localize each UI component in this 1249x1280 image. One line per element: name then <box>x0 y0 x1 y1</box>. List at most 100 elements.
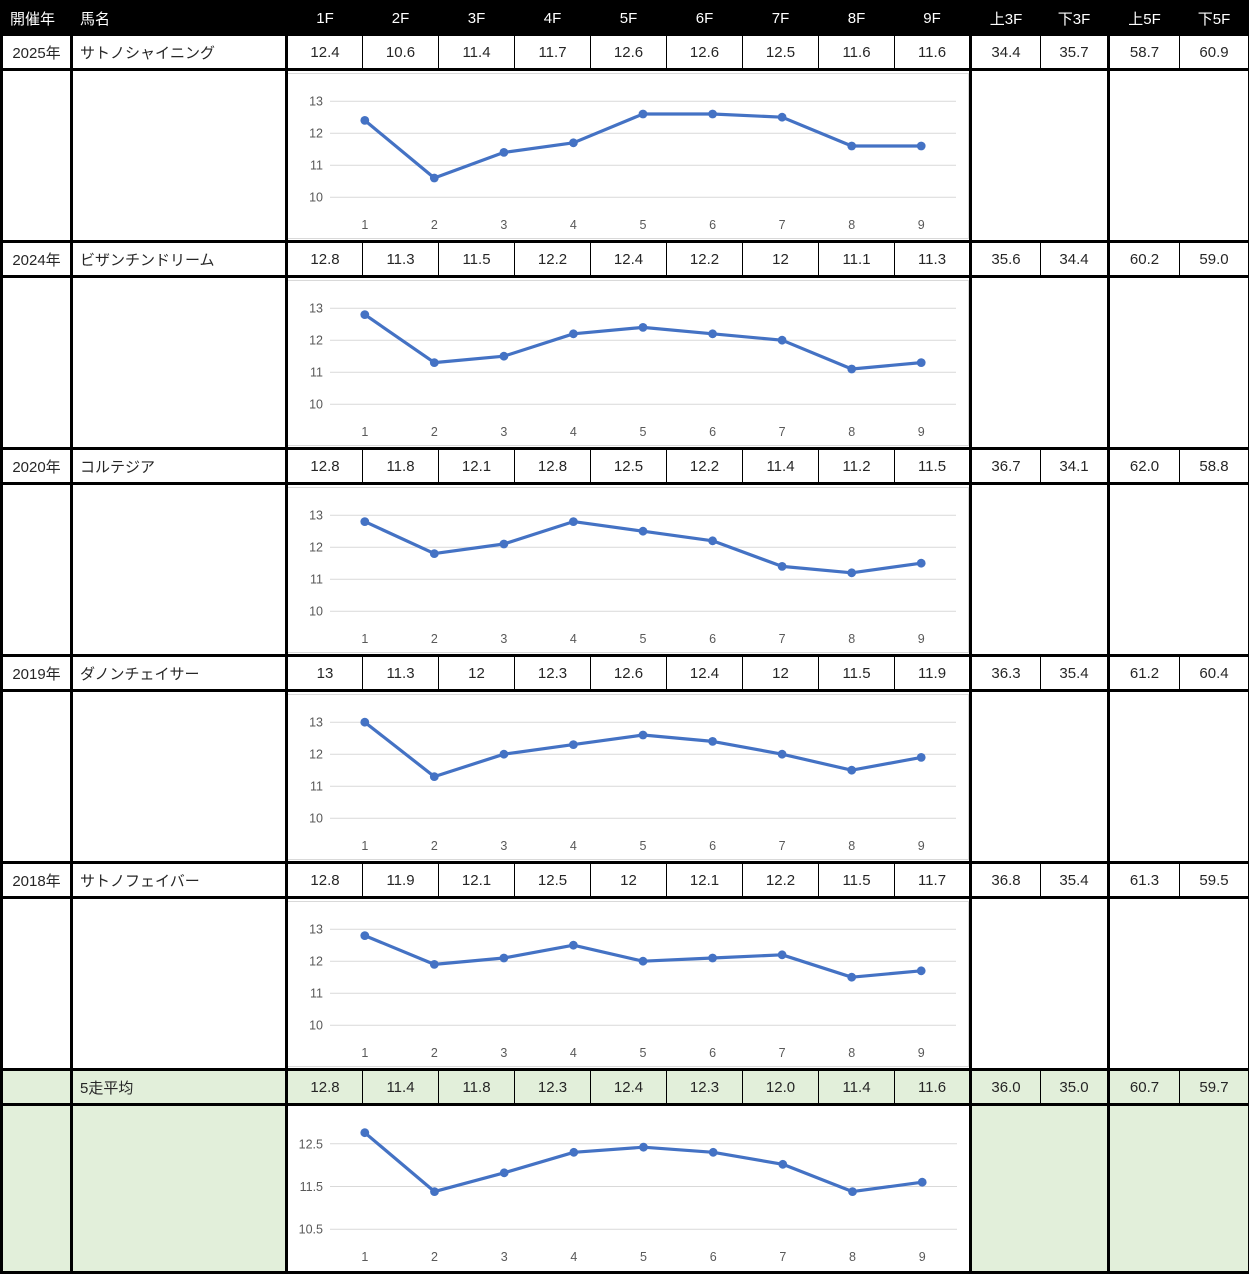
header-lap-6f[interactable]: 6F <box>666 0 743 36</box>
horse-name-cell[interactable]: ダノンチェイサー <box>71 654 288 692</box>
header-down3f[interactable]: 下3F <box>1040 0 1110 36</box>
cell-down3f[interactable]: 35.7 <box>1040 33 1110 71</box>
lap-cell-5f[interactable]: 12.5 <box>590 447 667 485</box>
lap-cell-9f[interactable]: 11.6 <box>894 33 972 71</box>
cell-up3f[interactable]: 35.6 <box>970 240 1041 278</box>
lap-cell-3f[interactable]: 12.1 <box>438 861 515 899</box>
lap-cell-4f[interactable]: 12.8 <box>514 447 591 485</box>
lap-cell-8f[interactable]: 11.1 <box>818 240 895 278</box>
lap-cell-3f[interactable]: 12.1 <box>438 447 515 485</box>
lap-cell-1f[interactable]: 12.8 <box>286 861 363 899</box>
lap-cell-8f[interactable]: 11.5 <box>818 654 895 692</box>
header-lap-2f[interactable]: 2F <box>362 0 439 36</box>
lap-cell-9f[interactable]: 11.6 <box>894 1068 972 1106</box>
lap-cell-3f[interactable]: 12 <box>438 654 515 692</box>
lap-cell-2f[interactable]: 11.4 <box>362 1068 439 1106</box>
cell-down5f[interactable]: 59.0 <box>1179 240 1249 278</box>
lap-cell-4f[interactable]: 12.2 <box>514 240 591 278</box>
lap-cell-9f[interactable]: 11.3 <box>894 240 972 278</box>
cell-down5f[interactable]: 60.9 <box>1179 33 1249 71</box>
lap-cell-6f[interactable]: 12.6 <box>666 33 743 71</box>
horse-name-cell[interactable]: ビザンチンドリーム <box>71 240 288 278</box>
lap-cell-3f[interactable]: 11.4 <box>438 33 515 71</box>
cell-down5f[interactable]: 58.8 <box>1179 447 1249 485</box>
lap-cell-7f[interactable]: 12 <box>742 654 819 692</box>
year-cell[interactable]: 2025年 <box>1 33 73 71</box>
lap-cell-9f[interactable]: 11.5 <box>894 447 972 485</box>
lap-cell-4f[interactable]: 12.3 <box>514 654 591 692</box>
header-up5f[interactable]: 上5F <box>1108 0 1180 36</box>
lap-cell-4f[interactable]: 11.7 <box>514 33 591 71</box>
cell-up5f[interactable]: 58.7 <box>1108 33 1180 71</box>
horse-name-cell[interactable]: サトノフェイバー <box>71 861 288 899</box>
lap-cell-2f[interactable]: 11.8 <box>362 447 439 485</box>
lap-cell-1f[interactable]: 13 <box>286 654 363 692</box>
cell-down5f[interactable]: 59.5 <box>1179 861 1249 899</box>
lap-cell-7f[interactable]: 12.2 <box>742 861 819 899</box>
lap-cell-8f[interactable]: 11.5 <box>818 861 895 899</box>
lap-cell-9f[interactable]: 11.9 <box>894 654 972 692</box>
lap-cell-7f[interactable]: 12 <box>742 240 819 278</box>
lap-cell-2f[interactable]: 10.6 <box>362 33 439 71</box>
lap-cell-1f[interactable]: 12.8 <box>286 240 363 278</box>
header-lap-9f[interactable]: 9F <box>894 0 972 36</box>
year-cell[interactable]: 2019年 <box>1 654 73 692</box>
lap-cell-3f[interactable]: 11.5 <box>438 240 515 278</box>
lap-cell-5f[interactable]: 12.6 <box>590 654 667 692</box>
lap-cell-7f[interactable]: 11.4 <box>742 447 819 485</box>
year-cell[interactable]: 2020年 <box>1 447 73 485</box>
header-year[interactable]: 開催年 <box>1 0 73 36</box>
cell-down3f[interactable]: 35.4 <box>1040 861 1110 899</box>
header-lap-8f[interactable]: 8F <box>818 0 895 36</box>
cell-up3f[interactable]: 36.3 <box>970 654 1041 692</box>
average-label-cell[interactable]: 5走平均 <box>71 1068 288 1106</box>
cell-up3f[interactable]: 36.0 <box>970 1068 1041 1106</box>
lap-cell-6f[interactable]: 12.4 <box>666 654 743 692</box>
lap-cell-6f[interactable]: 12.2 <box>666 447 743 485</box>
header-lap-5f[interactable]: 5F <box>590 0 667 36</box>
cell-up5f[interactable]: 61.2 <box>1108 654 1180 692</box>
cell-up3f[interactable]: 34.4 <box>970 33 1041 71</box>
cell-down5f[interactable]: 59.7 <box>1179 1068 1249 1106</box>
header-name[interactable]: 馬名 <box>71 0 288 36</box>
horse-name-cell[interactable]: サトノシャイニング <box>71 33 288 71</box>
lap-cell-1f[interactable]: 12.8 <box>286 447 363 485</box>
cell-down5f[interactable]: 60.4 <box>1179 654 1249 692</box>
cell-up3f[interactable]: 36.7 <box>970 447 1041 485</box>
cell-up3f[interactable]: 36.8 <box>970 861 1041 899</box>
lap-cell-6f[interactable]: 12.2 <box>666 240 743 278</box>
lap-cell-4f[interactable]: 12.5 <box>514 861 591 899</box>
lap-cell-7f[interactable]: 12.5 <box>742 33 819 71</box>
lap-cell-1f[interactable]: 12.4 <box>286 33 363 71</box>
lap-cell-5f[interactable]: 12.4 <box>590 240 667 278</box>
lap-cell-6f[interactable]: 12.1 <box>666 861 743 899</box>
header-lap-1f[interactable]: 1F <box>286 0 363 36</box>
lap-cell-5f[interactable]: 12.6 <box>590 33 667 71</box>
lap-cell-2f[interactable]: 11.3 <box>362 654 439 692</box>
cell-up5f[interactable]: 60.7 <box>1108 1068 1180 1106</box>
lap-cell-5f[interactable]: 12 <box>590 861 667 899</box>
cell-up5f[interactable]: 61.3 <box>1108 861 1180 899</box>
lap-cell-5f[interactable]: 12.4 <box>590 1068 667 1106</box>
lap-cell-8f[interactable]: 11.2 <box>818 447 895 485</box>
lap-cell-7f[interactable]: 12.0 <box>742 1068 819 1106</box>
header-up3f[interactable]: 上3F <box>970 0 1041 36</box>
lap-cell-1f[interactable]: 12.8 <box>286 1068 363 1106</box>
lap-cell-3f[interactable]: 11.8 <box>438 1068 515 1106</box>
header-lap-7f[interactable]: 7F <box>742 0 819 36</box>
lap-cell-4f[interactable]: 12.3 <box>514 1068 591 1106</box>
cell-down3f[interactable]: 35.0 <box>1040 1068 1110 1106</box>
lap-cell-2f[interactable]: 11.3 <box>362 240 439 278</box>
header-lap-3f[interactable]: 3F <box>438 0 515 36</box>
cell-down3f[interactable]: 34.1 <box>1040 447 1110 485</box>
horse-name-cell[interactable]: コルテジア <box>71 447 288 485</box>
lap-cell-2f[interactable]: 11.9 <box>362 861 439 899</box>
cell-down3f[interactable]: 35.4 <box>1040 654 1110 692</box>
year-cell[interactable]: 2018年 <box>1 861 73 899</box>
lap-cell-8f[interactable]: 11.6 <box>818 33 895 71</box>
header-down5f[interactable]: 下5F <box>1179 0 1249 36</box>
header-lap-4f[interactable]: 4F <box>514 0 591 36</box>
cell-down3f[interactable]: 34.4 <box>1040 240 1110 278</box>
cell-up5f[interactable]: 60.2 <box>1108 240 1180 278</box>
cell-up5f[interactable]: 62.0 <box>1108 447 1180 485</box>
